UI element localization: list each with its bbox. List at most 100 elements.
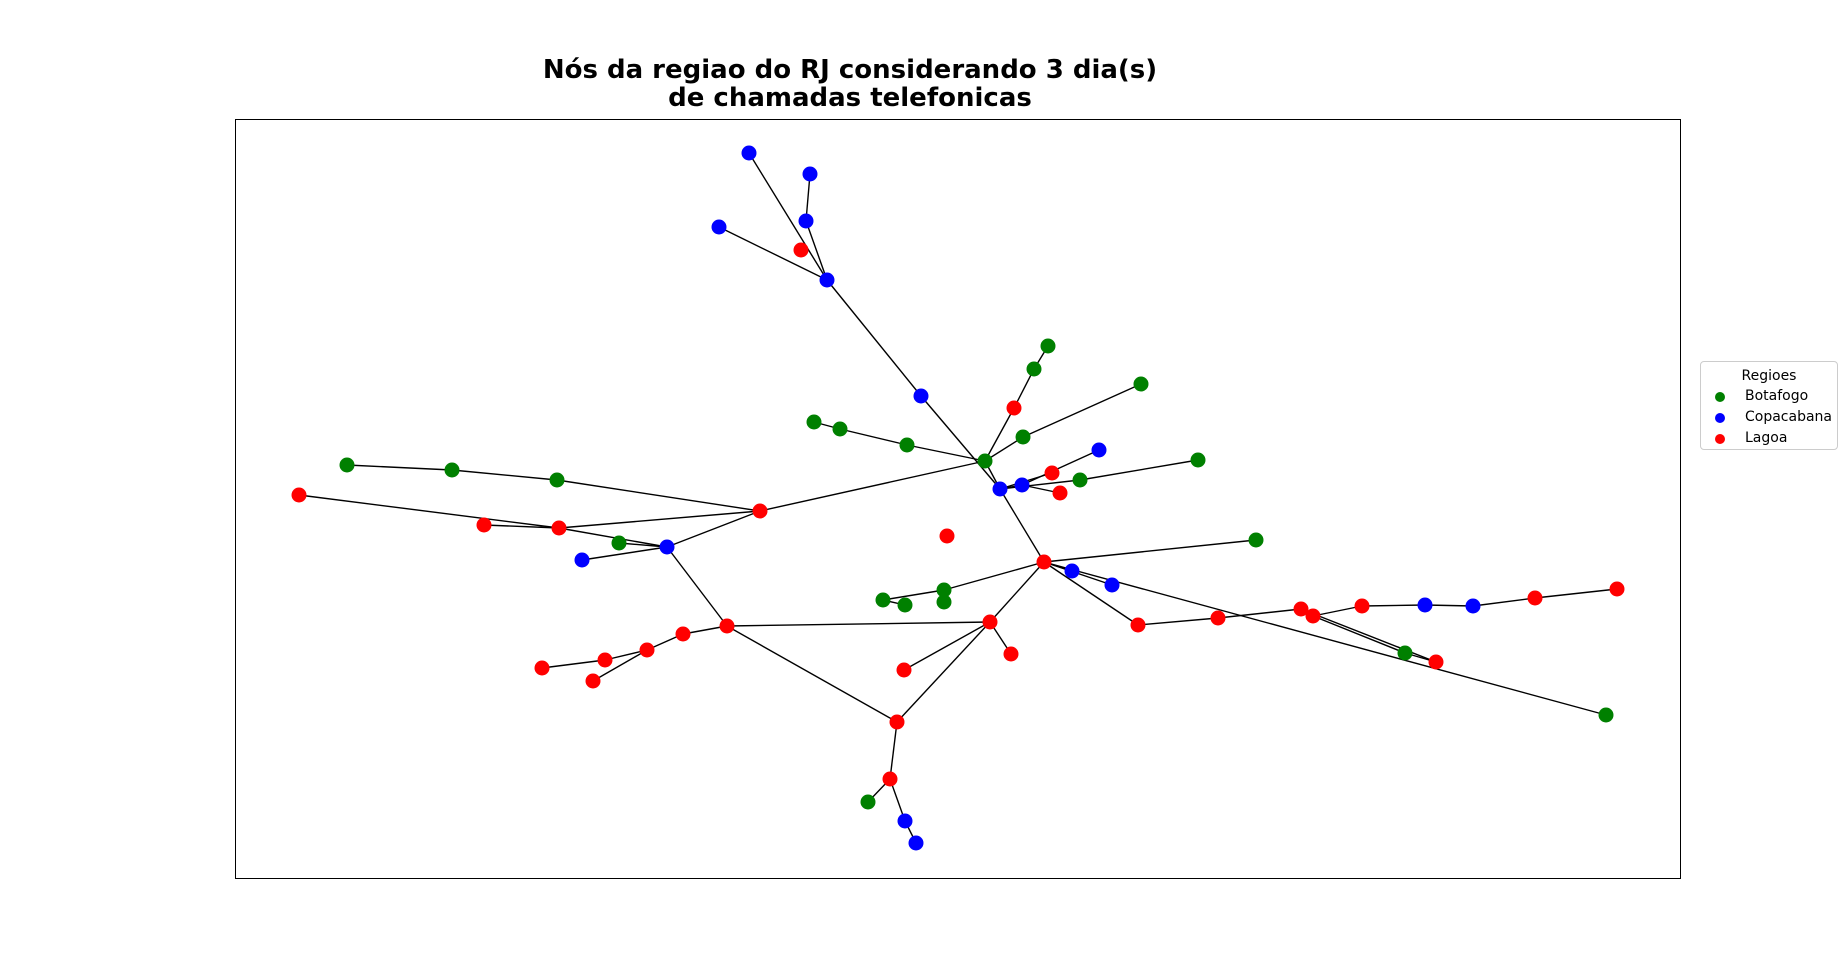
graph-node-botafogo bbox=[936, 582, 952, 598]
graph-node-copacabana bbox=[1465, 598, 1481, 614]
graph-node-lagoa bbox=[1006, 400, 1022, 416]
graph-node-botafogo bbox=[832, 421, 848, 437]
graph-edge bbox=[558, 527, 668, 548]
legend-label-botafogo: Botafogo bbox=[1745, 388, 1809, 404]
graph-node-lagoa bbox=[1052, 485, 1068, 501]
graph-node-botafogo bbox=[860, 794, 876, 810]
graph-node-lagoa bbox=[675, 626, 691, 642]
graph-node-lagoa bbox=[1044, 465, 1060, 481]
graph-edge bbox=[1424, 604, 1474, 607]
graph-edge bbox=[906, 444, 986, 462]
graph-edge bbox=[984, 407, 1015, 462]
graph-node-lagoa bbox=[793, 242, 809, 258]
legend-marker-botafogo bbox=[1715, 392, 1725, 402]
graph-node-copacabana bbox=[1104, 577, 1120, 593]
graph-node-botafogo bbox=[1015, 429, 1031, 445]
graph-node-botafogo bbox=[977, 453, 993, 469]
graph-node-copacabana bbox=[574, 552, 590, 568]
graph-node-botafogo bbox=[1397, 645, 1413, 661]
graph-node-copacabana bbox=[992, 481, 1008, 497]
graph-node-copacabana bbox=[908, 835, 924, 851]
graph-edge bbox=[451, 469, 558, 481]
graph-node-botafogo bbox=[936, 594, 952, 610]
graph-edge bbox=[298, 494, 560, 529]
graph-node-lagoa bbox=[1527, 590, 1543, 606]
graph-node-lagoa bbox=[882, 771, 898, 787]
graph-node-botafogo bbox=[1040, 338, 1056, 354]
graph-node-copacabana bbox=[798, 213, 814, 229]
chart-title: Nós da regiao do RJ considerando 3 dia(s… bbox=[0, 56, 1700, 112]
graph-edge bbox=[1312, 605, 1363, 617]
graph-node-botafogo bbox=[875, 592, 891, 608]
graph-edge bbox=[556, 479, 761, 512]
graph-node-lagoa bbox=[1305, 608, 1321, 624]
graph-node-copacabana bbox=[802, 166, 818, 182]
graph-edge bbox=[826, 279, 922, 397]
graph-edge bbox=[618, 542, 668, 548]
graph-edge bbox=[1361, 604, 1426, 607]
graph-edge bbox=[726, 625, 898, 723]
graph-edge bbox=[882, 589, 945, 601]
legend-marker-lagoa bbox=[1715, 434, 1725, 444]
graph-node-lagoa bbox=[551, 520, 567, 536]
graph-node-lagoa bbox=[597, 652, 613, 668]
graph-edge bbox=[999, 479, 1081, 490]
legend-label-lagoa: Lagoa bbox=[1745, 430, 1788, 446]
plot-area bbox=[235, 119, 1681, 879]
graph-node-lagoa bbox=[719, 618, 735, 634]
graph-node-lagoa bbox=[534, 660, 550, 676]
chart-title-line1: Nós da regiao do RJ considerando 3 dia(s… bbox=[542, 55, 1158, 85]
graph-edge bbox=[1043, 561, 1139, 626]
legend-label-copacabana: Copacabana bbox=[1745, 409, 1833, 425]
graph-node-botafogo bbox=[1072, 472, 1088, 488]
graph-edge bbox=[346, 464, 453, 471]
graph-edge bbox=[718, 226, 828, 281]
graph-edge bbox=[1043, 539, 1257, 563]
graph-node-lagoa bbox=[752, 503, 768, 519]
graph-node-copacabana bbox=[1417, 597, 1433, 613]
graph-node-copacabana bbox=[819, 272, 835, 288]
graph-node-lagoa bbox=[1609, 581, 1625, 597]
graph-node-lagoa bbox=[982, 614, 998, 630]
graph-node-copacabana bbox=[659, 539, 675, 555]
graph-edge bbox=[1217, 608, 1302, 619]
graph-node-copacabana bbox=[741, 145, 757, 161]
graph-node-copacabana bbox=[897, 813, 913, 829]
graph-node-lagoa bbox=[1036, 554, 1052, 570]
graph-node-lagoa bbox=[639, 642, 655, 658]
graph-edge bbox=[943, 561, 1045, 591]
graph-node-botafogo bbox=[339, 457, 355, 473]
graph-node-lagoa bbox=[1354, 598, 1370, 614]
graph-edge bbox=[1534, 588, 1618, 599]
graph-edge bbox=[1300, 608, 1437, 663]
graph-edge bbox=[1021, 449, 1100, 486]
legend-marker-copacabana bbox=[1715, 413, 1725, 423]
graph-node-lagoa bbox=[291, 487, 307, 503]
graph-node-botafogo bbox=[1190, 452, 1206, 468]
graph-node-copacabana bbox=[1091, 442, 1107, 458]
graph-node-botafogo bbox=[549, 472, 565, 488]
graph-edge bbox=[558, 510, 761, 529]
graph-node-lagoa bbox=[939, 528, 955, 544]
graph-node-copacabana bbox=[913, 388, 929, 404]
graph-edge bbox=[541, 659, 606, 669]
graph-node-botafogo bbox=[899, 437, 915, 453]
graph-node-lagoa bbox=[1210, 610, 1226, 626]
graph-node-lagoa bbox=[889, 714, 905, 730]
graph-node-lagoa bbox=[476, 517, 492, 533]
graph-node-lagoa bbox=[1003, 646, 1019, 662]
graph-node-botafogo bbox=[1598, 707, 1614, 723]
graph-node-lagoa bbox=[1428, 654, 1444, 670]
graph-node-botafogo bbox=[1248, 532, 1264, 548]
graph-edge bbox=[1137, 617, 1219, 626]
graph-edge bbox=[999, 488, 1045, 563]
graph-edge bbox=[805, 220, 828, 281]
graph-edge bbox=[1043, 561, 1607, 716]
legend-title: Regioes bbox=[1741, 368, 1797, 384]
legend: Regioes Botafogo Copacabana Lagoa bbox=[1700, 361, 1838, 450]
graph-edge bbox=[666, 546, 728, 627]
graph-node-botafogo bbox=[1133, 376, 1149, 392]
graph-node-botafogo bbox=[806, 414, 822, 430]
graph-node-copacabana bbox=[1014, 477, 1030, 493]
chart-title-line2: de chamadas telefonicas bbox=[668, 83, 1032, 113]
